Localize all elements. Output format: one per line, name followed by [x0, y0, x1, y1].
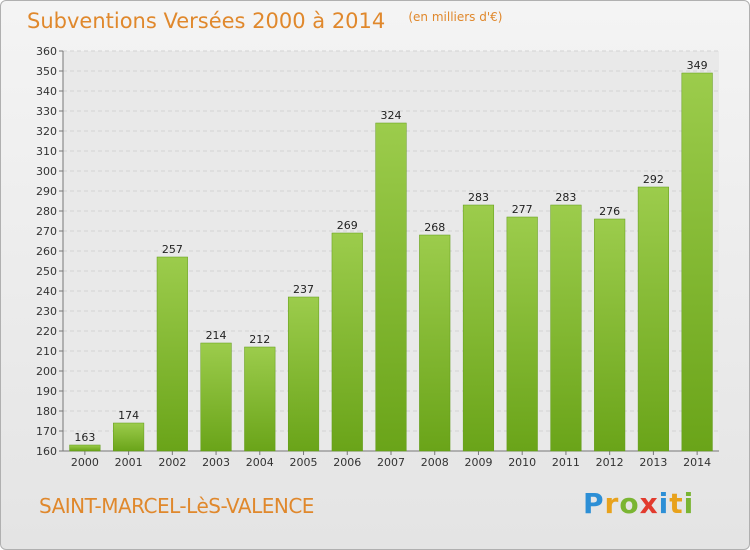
bar-2010 [506, 216, 538, 452]
logo-letter: P [583, 487, 605, 520]
y-tick-label: 180 [36, 405, 57, 418]
bar-2014 [681, 72, 713, 452]
bar-2009 [462, 204, 495, 452]
x-tick-label-2014: 2014 [683, 456, 711, 469]
bar-2006 [331, 232, 363, 452]
title-row: Subventions Versées 2000 à 2014 (en mill… [27, 9, 502, 33]
bar-2003 [200, 342, 232, 452]
y-tick-label: 160 [36, 445, 57, 458]
y-tick-label: 270 [36, 225, 57, 238]
value-label-2008: 268 [424, 221, 445, 234]
bar-2002 [156, 256, 188, 452]
value-label-2007: 324 [381, 109, 402, 122]
y-tick-label: 360 [36, 45, 57, 58]
bar-2004 [244, 346, 276, 452]
x-tick-label-2002: 2002 [158, 456, 186, 469]
y-tick-label: 200 [36, 365, 57, 378]
value-label-2009: 283 [468, 191, 489, 204]
proxiti-logo: Proxiti [583, 487, 694, 520]
value-label-2010: 277 [512, 203, 533, 216]
y-tick-label: 310 [36, 145, 57, 158]
bars [69, 72, 713, 452]
x-tick-label-2000: 2000 [71, 456, 99, 469]
value-label-2013: 292 [643, 173, 664, 186]
bar-2000 [69, 444, 101, 452]
value-label-2012: 276 [599, 205, 620, 218]
x-tick-label-2010: 2010 [508, 456, 536, 469]
x-tick-label-2011: 2011 [552, 456, 580, 469]
value-label-2011: 283 [555, 191, 576, 204]
y-tick-label: 330 [36, 105, 57, 118]
chart-unit-note: (en milliers d'€) [408, 10, 503, 24]
y-tick-label: 210 [36, 345, 57, 358]
logo-letter: i [683, 487, 695, 520]
bar-2011 [550, 204, 582, 452]
value-label-2003: 214 [206, 329, 227, 342]
x-tick-label-2007: 2007 [377, 456, 405, 469]
bar-2005 [287, 296, 320, 452]
x-tick-label-2003: 2003 [202, 456, 230, 469]
logo-letter: x [639, 487, 659, 520]
logo-letter: r [604, 487, 620, 520]
x-tick-label-2001: 2001 [115, 456, 143, 469]
x-tick-label-2009: 2009 [464, 456, 492, 469]
value-label-2000: 163 [74, 431, 95, 444]
y-tick-label: 300 [36, 165, 57, 178]
value-label-2002: 257 [162, 243, 183, 256]
y-tick-label: 230 [36, 305, 57, 318]
x-tick-label-2013: 2013 [639, 456, 667, 469]
logo-letter: t [669, 487, 684, 520]
bar-2007 [375, 122, 407, 452]
commune-name: SAINT-MARCEL-LèS-VALENCE [39, 494, 314, 518]
bar-2012 [594, 218, 626, 452]
y-tick-label: 350 [36, 65, 57, 78]
y-tick-label: 290 [36, 185, 57, 198]
y-tick-label: 170 [36, 425, 57, 438]
bar-2008 [419, 234, 451, 452]
value-label-2006: 269 [337, 219, 358, 232]
bar-2013 [637, 186, 669, 452]
logo-letter: i [658, 487, 670, 520]
y-tick-label: 190 [36, 385, 57, 398]
y-tick-label: 340 [36, 85, 57, 98]
y-tick-label: 260 [36, 245, 57, 258]
x-tick-label-2008: 2008 [421, 456, 449, 469]
chart-title: Subventions Versées 2000 à 2014 [27, 9, 386, 33]
x-tick-label-2004: 2004 [246, 456, 274, 469]
y-tick-label: 240 [36, 285, 57, 298]
y-tick-label: 220 [36, 325, 57, 338]
y-tick-label: 320 [36, 125, 57, 138]
logo-letter: o [619, 487, 640, 520]
y-tick-label: 250 [36, 265, 57, 278]
value-label-2004: 212 [249, 333, 270, 346]
x-tick-label-2006: 2006 [333, 456, 361, 469]
value-label-2005: 237 [293, 283, 314, 296]
labels: 160 170 180 190 200 210 220 230 240 250 260 270 280 2… [36, 45, 711, 469]
x-tick-label-2012: 2012 [596, 456, 624, 469]
bar-2001 [113, 422, 145, 452]
x-tick-label-2005: 2005 [290, 456, 318, 469]
value-label-2001: 174 [118, 409, 139, 422]
value-label-2014: 349 [687, 59, 708, 72]
y-tick-label: 280 [36, 205, 57, 218]
